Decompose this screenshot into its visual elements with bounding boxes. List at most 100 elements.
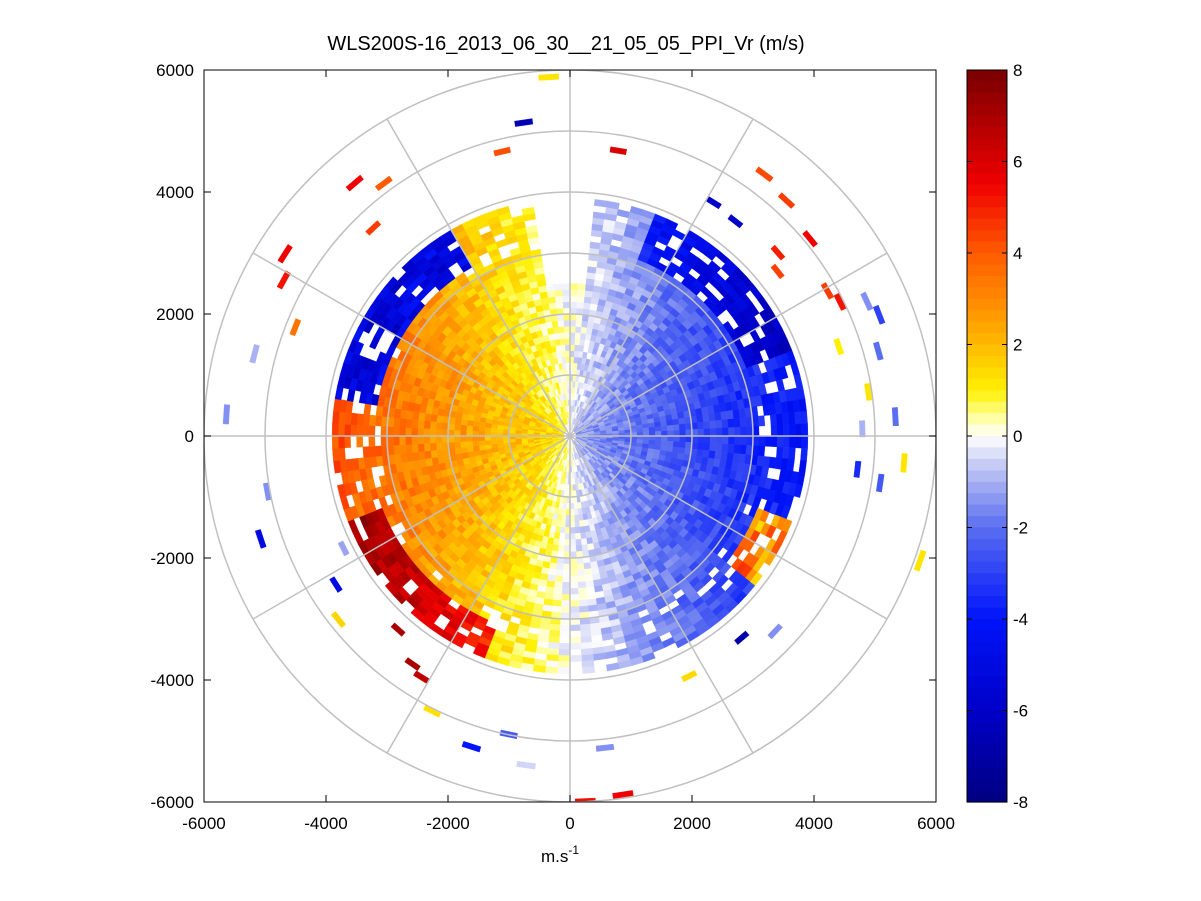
vr-cell bbox=[618, 430, 626, 434]
vr-cell bbox=[552, 593, 562, 601]
vr-cell bbox=[557, 356, 563, 364]
vr-cell bbox=[661, 430, 668, 437]
vr-cell bbox=[338, 411, 346, 425]
vr-cell bbox=[417, 443, 425, 453]
y-tick-label: 2000 bbox=[156, 305, 194, 324]
vr-cell bbox=[722, 435, 729, 445]
vr-cell bbox=[532, 664, 547, 673]
vr-outer-cell bbox=[727, 214, 744, 229]
colorbar-band bbox=[967, 333, 1007, 346]
vr-cell bbox=[782, 446, 790, 460]
vr-cell bbox=[733, 444, 741, 455]
vr-outer-cell bbox=[891, 407, 899, 427]
vr-cell bbox=[551, 544, 559, 552]
colorbar-band bbox=[967, 436, 1007, 449]
vr-cell bbox=[561, 588, 571, 595]
colorbar-tick-label: 8 bbox=[1013, 61, 1022, 80]
colorbar-band bbox=[967, 721, 1007, 734]
vr-cell bbox=[564, 332, 571, 339]
vr-outer-cell bbox=[337, 540, 350, 557]
vr-cell bbox=[728, 435, 735, 445]
vr-cell bbox=[703, 435, 711, 444]
vr-cell bbox=[789, 423, 796, 437]
vr-cell bbox=[776, 413, 784, 426]
vr-cell bbox=[435, 421, 443, 430]
vr-cell bbox=[535, 646, 548, 655]
vr-cell bbox=[561, 581, 571, 589]
vr-outer-cell bbox=[913, 549, 927, 572]
vr-outer-cell bbox=[538, 73, 560, 81]
vr-cell bbox=[574, 338, 581, 346]
vr-cell bbox=[337, 423, 345, 437]
vr-cell bbox=[578, 605, 589, 613]
colorbar-band bbox=[967, 710, 1007, 723]
vr-cell bbox=[697, 442, 705, 451]
vr-cell bbox=[769, 414, 778, 426]
vr-cell bbox=[728, 427, 735, 437]
vr-cell bbox=[332, 410, 340, 425]
colorbar-band bbox=[967, 367, 1007, 380]
colorbar-band bbox=[967, 184, 1007, 197]
vr-cell bbox=[569, 332, 576, 339]
x-tick-label: -4000 bbox=[304, 814, 347, 833]
vr-cell bbox=[546, 648, 560, 656]
vr-cell bbox=[642, 423, 650, 429]
vr-cell bbox=[508, 438, 516, 443]
vr-cell bbox=[374, 415, 383, 427]
vr-cell bbox=[435, 435, 443, 444]
vr-cell bbox=[573, 514, 580, 522]
vr-cell bbox=[350, 424, 358, 437]
vr-cell bbox=[721, 419, 729, 429]
vr-cell bbox=[562, 575, 571, 583]
vr-cell bbox=[709, 435, 717, 444]
vr-cell bbox=[569, 325, 576, 333]
vr-outer-cell bbox=[516, 760, 536, 770]
colorbar-band bbox=[967, 264, 1007, 277]
vr-cell bbox=[672, 424, 680, 431]
vr-cell bbox=[555, 569, 564, 577]
vr-cell bbox=[564, 539, 571, 547]
vr-cell bbox=[564, 325, 571, 333]
vr-cell bbox=[564, 338, 571, 345]
vr-cell bbox=[472, 445, 480, 452]
vr-cell bbox=[454, 441, 462, 449]
vr-cell bbox=[715, 419, 723, 429]
vr-outer-cell bbox=[875, 473, 885, 493]
vr-cell bbox=[630, 428, 638, 434]
vr-cell bbox=[592, 652, 606, 661]
vr-cell bbox=[648, 426, 656, 433]
vr-cell bbox=[569, 624, 581, 632]
vr-cell bbox=[478, 444, 486, 451]
vr-cell bbox=[697, 421, 705, 430]
colorbar-band bbox=[967, 310, 1007, 323]
vr-cell bbox=[648, 422, 656, 428]
vr-cell bbox=[715, 435, 723, 445]
vr-cell bbox=[569, 588, 579, 595]
vr-cell bbox=[569, 338, 576, 345]
x-tick-label: -6000 bbox=[182, 814, 225, 833]
vr-cell bbox=[660, 420, 668, 427]
vr-cell bbox=[338, 447, 346, 461]
vr-cell bbox=[496, 439, 504, 444]
vr-cell bbox=[776, 435, 784, 448]
vr-cell bbox=[472, 435, 479, 442]
vr-cell bbox=[562, 569, 571, 577]
vr-cell bbox=[563, 313, 571, 321]
vr-cell bbox=[569, 655, 583, 662]
y-tick-label: -2000 bbox=[151, 549, 194, 568]
vr-cell bbox=[423, 420, 431, 429]
colorbar: 8 6 4 2 0 -2 -4 -6 -8 bbox=[966, 61, 1028, 812]
vr-outer-cell bbox=[289, 318, 302, 337]
colorbar-band bbox=[967, 298, 1007, 311]
vr-cell bbox=[554, 289, 563, 297]
vr-cell bbox=[553, 587, 563, 595]
vr-cell bbox=[576, 301, 585, 309]
vr-cell bbox=[555, 295, 564, 303]
vr-cell bbox=[460, 424, 468, 431]
vr-cell bbox=[606, 662, 620, 672]
vr-cell bbox=[453, 429, 461, 437]
vr-cell bbox=[578, 599, 589, 607]
vr-cell bbox=[770, 424, 778, 437]
vr-cell bbox=[429, 442, 437, 451]
vr-cell bbox=[721, 443, 729, 453]
